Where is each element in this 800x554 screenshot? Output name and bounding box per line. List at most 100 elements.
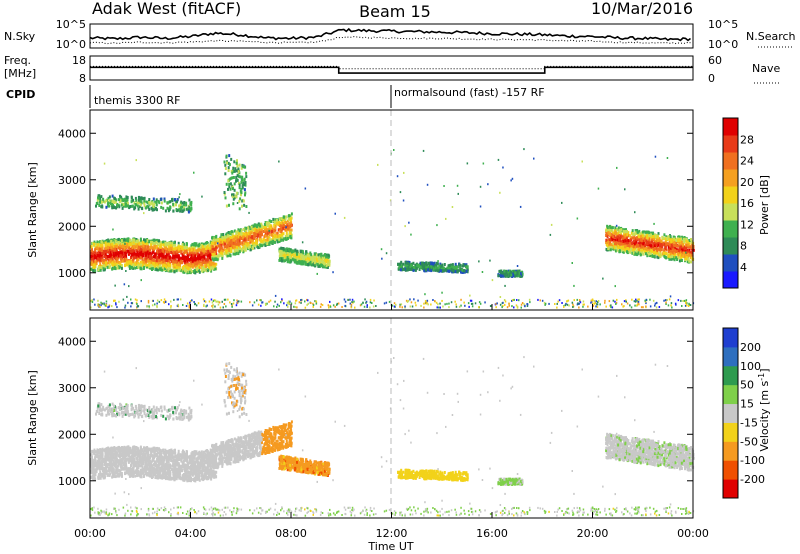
data-point [175,266,178,270]
data-point [232,193,235,197]
data-point [148,260,151,264]
data-point [689,254,692,258]
data-point [214,241,217,245]
data-point [231,230,234,234]
data-point [240,187,243,191]
data-point [163,199,166,203]
data-point [673,235,676,239]
data-point [214,238,217,242]
data-point [164,260,167,264]
data-point [617,244,620,248]
data-point [94,265,97,269]
data-point [163,197,166,201]
data-point [104,261,107,265]
data-point [102,268,105,272]
data-point [284,234,287,238]
data-point [148,198,151,201]
data-point [237,241,240,245]
data-point [91,248,93,251]
data-point [220,233,223,237]
data-point [203,251,205,255]
data-point [231,169,234,173]
data-point [615,227,618,231]
data-point [203,268,206,272]
data-point [168,246,171,250]
data-point [125,261,128,265]
data-point [155,268,158,272]
data-point [116,262,119,266]
data-point [224,167,227,170]
data-point [104,243,107,247]
data-point [227,161,230,165]
data-point [286,223,289,227]
data-point [255,239,258,243]
data-point [670,252,673,256]
data-point [636,230,639,234]
data-point [685,245,688,249]
data-point [142,260,145,264]
data-point [94,269,97,273]
data-point [141,257,144,261]
data-point [160,253,162,257]
data-point [223,192,226,196]
data-point [248,228,251,232]
data-point [691,244,694,248]
data-point [107,261,110,265]
data-point [663,237,666,241]
data-point [130,249,132,253]
data-point [155,263,158,267]
data-point [262,230,265,233]
data-point [175,269,178,273]
data-point [422,262,425,266]
data-point [282,224,285,227]
data-point [215,257,218,261]
data-point [674,242,677,246]
data-point [208,252,211,256]
data-point [198,243,200,247]
data-point [253,232,256,236]
data-point [162,243,165,247]
data-point [606,243,609,247]
data-point [100,259,103,263]
data-point [190,207,193,211]
data-point [282,247,285,251]
data-point [241,186,244,190]
data-point [224,233,227,237]
data-point [324,261,326,265]
data-point [100,195,103,199]
data-point [327,253,330,257]
data-point [130,196,133,200]
data-point [186,266,189,270]
data-point [243,238,246,242]
data-point [671,257,674,261]
data-point [688,242,691,246]
data-point [516,272,519,276]
data-point [230,241,233,245]
data-point [296,261,299,265]
data-point [612,235,615,239]
data-point [466,265,469,269]
data-point [302,262,305,266]
data-point [682,240,685,244]
data-point [440,264,443,268]
data-point [653,244,656,248]
data-point [505,269,508,273]
data-point [289,255,292,259]
data-point [301,250,304,254]
data-point [434,263,437,267]
data-point [261,232,263,236]
data-point [171,256,174,260]
data-point [133,201,136,205]
data-point [672,244,675,248]
data-point [154,264,157,268]
data-point [239,175,242,179]
data-point [238,235,241,239]
data-point [240,180,243,184]
data-point [640,235,642,239]
data-point [642,232,645,236]
data-point [148,200,151,204]
data-point [174,251,177,255]
data-point [606,235,609,239]
data-point [180,205,183,209]
data-point [605,232,608,236]
